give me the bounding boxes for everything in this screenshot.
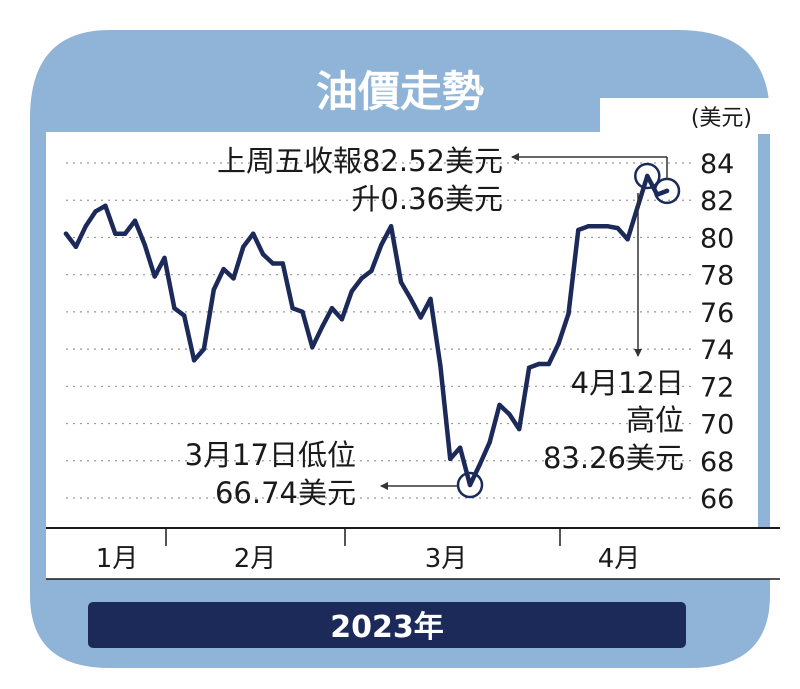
data-point <box>329 306 335 311</box>
data-point <box>408 296 413 302</box>
data-point <box>231 276 236 281</box>
y-tick-label: 84 <box>700 149 734 180</box>
data-point <box>418 315 423 320</box>
y-tick-label: 74 <box>700 335 734 366</box>
data-point <box>93 209 98 214</box>
data-point <box>595 224 601 229</box>
data-point <box>448 456 453 462</box>
data-point <box>526 365 532 370</box>
data-point <box>251 231 256 236</box>
data-point <box>63 231 69 236</box>
data-point <box>290 306 295 311</box>
data-point <box>487 440 492 445</box>
data-point <box>221 266 226 272</box>
y-tick-label: 82 <box>700 186 734 217</box>
x-tick-label: 3月 <box>425 544 468 574</box>
y-tick-label: 78 <box>700 261 734 292</box>
data-point <box>398 279 404 285</box>
high-date-annotation: 4月12日 <box>571 366 684 400</box>
data-point <box>615 225 620 231</box>
data-point <box>132 218 138 223</box>
data-point <box>83 224 88 229</box>
data-point <box>664 188 670 194</box>
data-point <box>241 244 246 249</box>
data-point <box>182 313 187 318</box>
x-tick-label: 4月 <box>598 544 641 574</box>
data-point <box>369 268 374 274</box>
data-point <box>428 296 433 302</box>
data-point <box>497 402 502 408</box>
data-point <box>477 462 482 467</box>
high-value-annotation: 83.26美元 <box>543 441 684 475</box>
y-tick-label: 72 <box>700 372 734 403</box>
data-point <box>349 289 354 294</box>
data-point <box>339 317 345 322</box>
data-point <box>605 224 611 229</box>
data-point <box>211 287 216 292</box>
data-point <box>586 224 591 229</box>
data-point <box>142 242 147 248</box>
year-label: 2023年 <box>330 610 444 645</box>
data-point <box>152 274 157 279</box>
data-point <box>546 361 551 367</box>
data-point <box>300 309 305 315</box>
data-point <box>438 363 443 369</box>
y-tick-label: 70 <box>700 410 734 441</box>
data-point <box>625 237 630 242</box>
low-date-annotation: 3月17日低位 <box>185 438 356 472</box>
data-point <box>576 227 581 233</box>
data-point <box>379 242 384 248</box>
chart-title: 油價走勢 <box>316 67 484 116</box>
data-point <box>359 276 364 281</box>
price-line <box>63 173 670 488</box>
y-tick-label: 68 <box>700 447 734 478</box>
x-tick-label: 1月 <box>96 544 139 574</box>
data-point <box>645 173 650 179</box>
data-point <box>310 345 315 350</box>
data-point <box>517 426 522 432</box>
data-point <box>507 412 512 417</box>
x-axis-band <box>46 528 780 579</box>
last-close-change-annotation: 升0.36美元 <box>351 182 503 216</box>
data-point <box>280 261 285 266</box>
y-tick-label: 76 <box>700 298 734 329</box>
high-point-marker <box>634 162 661 190</box>
low-point-marker <box>456 471 484 499</box>
data-point <box>260 252 266 257</box>
unit-band <box>600 98 770 134</box>
x-tick-label: 2月 <box>234 544 277 574</box>
year-bar <box>88 602 686 648</box>
data-point <box>270 261 276 266</box>
data-point <box>172 306 177 311</box>
data-point <box>320 324 325 329</box>
data-point <box>162 255 167 261</box>
data-point <box>113 231 118 236</box>
high-label-annotation: 高位 <box>626 403 684 437</box>
data-point <box>457 445 463 450</box>
y-tick-label: 66 <box>700 484 734 515</box>
data-point <box>388 224 394 229</box>
unit-label: (美元) <box>691 106 752 131</box>
data-point <box>103 203 108 208</box>
data-point <box>73 244 79 249</box>
data-point <box>467 482 473 488</box>
y-tick-label: 80 <box>700 223 734 254</box>
data-point <box>201 346 207 352</box>
data-point <box>122 231 128 236</box>
last-close-annotation: 上周五收報82.52美元 <box>217 144 503 178</box>
data-point <box>566 311 571 316</box>
low-value-annotation: 66.74美元 <box>215 476 356 510</box>
data-point <box>556 341 561 346</box>
data-point <box>536 361 542 367</box>
data-point <box>191 358 197 363</box>
